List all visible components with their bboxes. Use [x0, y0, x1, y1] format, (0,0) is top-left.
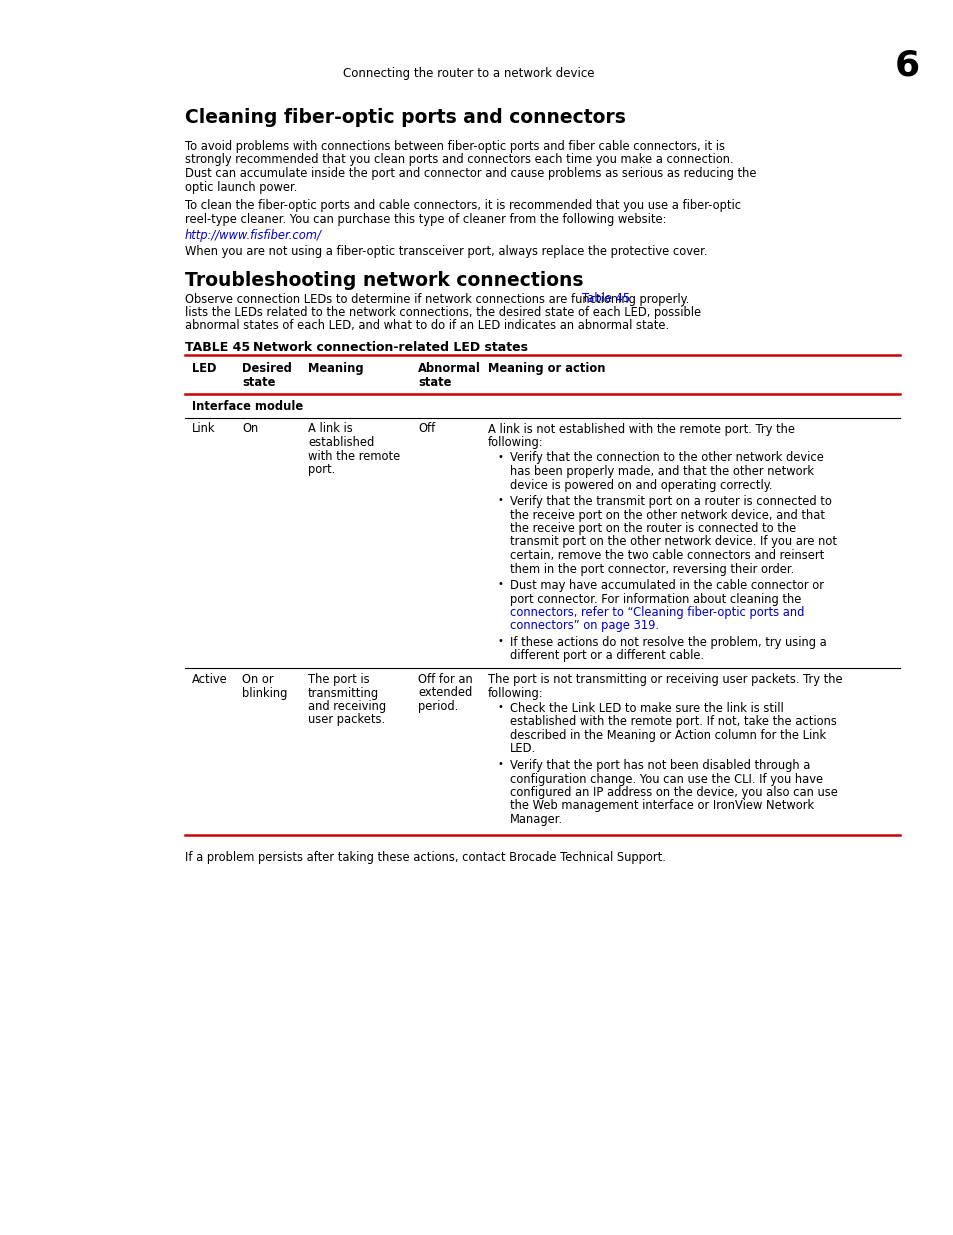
Text: connectors” on page 319.: connectors” on page 319. — [510, 620, 659, 632]
Text: period.: period. — [417, 700, 457, 713]
Text: •: • — [497, 636, 503, 646]
Text: lists the LEDs related to the network connections, the desired state of each LED: lists the LEDs related to the network co… — [185, 306, 700, 319]
Text: Interface module: Interface module — [192, 400, 303, 412]
Text: device is powered on and operating correctly.: device is powered on and operating corre… — [510, 478, 772, 492]
Text: On or: On or — [242, 673, 274, 685]
Text: Manager.: Manager. — [510, 813, 562, 826]
Text: Off for an: Off for an — [417, 673, 473, 685]
Text: If a problem persists after taking these actions, contact Brocade Technical Supp: If a problem persists after taking these… — [185, 851, 665, 863]
Text: optic launch power.: optic launch power. — [185, 180, 297, 194]
Text: Verify that the port has not been disabled through a: Verify that the port has not been disabl… — [510, 760, 809, 772]
Text: Connecting the router to a network device: Connecting the router to a network devic… — [343, 67, 595, 80]
Text: established: established — [308, 436, 374, 450]
Text: Dust may have accumulated in the cable connector or: Dust may have accumulated in the cable c… — [510, 579, 823, 592]
Text: different port or a different cable.: different port or a different cable. — [510, 650, 703, 662]
Text: following:: following: — [488, 436, 543, 450]
Text: Check the Link LED to make sure the link is still: Check the Link LED to make sure the link… — [510, 701, 783, 715]
Text: established with the remote port. If not, take the actions: established with the remote port. If not… — [510, 715, 836, 729]
Text: port.: port. — [308, 463, 335, 475]
Text: Troubleshooting network connections: Troubleshooting network connections — [185, 270, 583, 290]
Text: TABLE 45: TABLE 45 — [185, 341, 250, 354]
Text: them in the port connector, reversing their order.: them in the port connector, reversing th… — [510, 562, 794, 576]
Text: •: • — [497, 452, 503, 462]
Text: the receive port on the router is connected to the: the receive port on the router is connec… — [510, 522, 796, 535]
Text: The port is not transmitting or receiving user packets. Try the: The port is not transmitting or receivin… — [488, 673, 841, 685]
Text: •: • — [497, 495, 503, 505]
Text: described in the Meaning or Action column for the Link: described in the Meaning or Action colum… — [510, 729, 825, 742]
Text: strongly recommended that you clean ports and connectors each time you make a co: strongly recommended that you clean port… — [185, 153, 733, 167]
Text: Verify that the transmit port on a router is connected to: Verify that the transmit port on a route… — [510, 495, 831, 508]
Text: •: • — [497, 760, 503, 769]
Text: and receiving: and receiving — [308, 700, 386, 713]
Text: Dust can accumulate inside the port and connector and cause problems as serious : Dust can accumulate inside the port and … — [185, 167, 756, 180]
Text: Cleaning fiber-optic ports and connectors: Cleaning fiber-optic ports and connector… — [185, 107, 625, 127]
Text: following:: following: — [488, 687, 543, 699]
Text: •: • — [497, 579, 503, 589]
Text: user packets.: user packets. — [308, 714, 385, 726]
Text: configuration change. You can use the CLI. If you have: configuration change. You can use the CL… — [510, 773, 822, 785]
Text: the Web management interface or IronView Network: the Web management interface or IronView… — [510, 799, 813, 813]
Text: LED: LED — [192, 362, 216, 375]
Text: Verify that the connection to the other network device: Verify that the connection to the other … — [510, 452, 823, 464]
Text: with the remote: with the remote — [308, 450, 400, 462]
Text: Meaning: Meaning — [308, 362, 363, 375]
Text: Off: Off — [417, 422, 435, 436]
Text: LED.: LED. — [510, 742, 536, 756]
Text: On: On — [242, 422, 258, 436]
Text: Table 45: Table 45 — [581, 293, 630, 305]
Text: Meaning or action: Meaning or action — [488, 362, 605, 375]
Text: A link is: A link is — [308, 422, 353, 436]
Text: To avoid problems with connections between fiber-optic ports and fiber cable con: To avoid problems with connections betwe… — [185, 140, 724, 153]
Text: When you are not using a fiber-optic transceiver port, always replace the protec: When you are not using a fiber-optic tra… — [185, 246, 707, 258]
Text: transmitting: transmitting — [308, 687, 378, 699]
Text: To clean the fiber-optic ports and cable connectors, it is recommended that you : To clean the fiber-optic ports and cable… — [185, 199, 740, 212]
Text: reel-type cleaner. You can purchase this type of cleaner from the following webs: reel-type cleaner. You can purchase this… — [185, 212, 666, 226]
Text: has been properly made, and that the other network: has been properly made, and that the oth… — [510, 466, 813, 478]
Text: Link: Link — [192, 422, 215, 436]
Text: state: state — [242, 375, 275, 389]
Text: blinking: blinking — [242, 687, 287, 699]
Text: configured an IP address on the device, you also can use: configured an IP address on the device, … — [510, 785, 837, 799]
Text: Desired: Desired — [242, 362, 292, 375]
Text: Active: Active — [192, 673, 228, 685]
Text: transmit port on the other network device. If you are not: transmit port on the other network devic… — [510, 536, 836, 548]
Text: the receive port on the other network device, and that: the receive port on the other network de… — [510, 509, 824, 521]
Text: The port is: The port is — [308, 673, 369, 685]
Text: connectors, refer to “Cleaning fiber-optic ports and: connectors, refer to “Cleaning fiber-opt… — [510, 606, 803, 619]
Text: certain, remove the two cable connectors and reinsert: certain, remove the two cable connectors… — [510, 550, 823, 562]
Text: state: state — [417, 375, 451, 389]
Text: http://www.fisfiber.com/: http://www.fisfiber.com/ — [185, 228, 321, 242]
Text: •: • — [497, 701, 503, 713]
Text: Observe connection LEDs to determine if network connections are functioning prop: Observe connection LEDs to determine if … — [185, 293, 692, 305]
Text: 6: 6 — [894, 48, 919, 82]
Text: extended: extended — [417, 687, 472, 699]
Text: abnormal states of each LED, and what to do if an LED indicates an abnormal stat: abnormal states of each LED, and what to… — [185, 320, 668, 332]
Text: Network connection-related LED states: Network connection-related LED states — [253, 341, 527, 354]
Text: A link is not established with the remote port. Try the: A link is not established with the remot… — [488, 422, 794, 436]
Text: If these actions do not resolve the problem, try using a: If these actions do not resolve the prob… — [510, 636, 826, 650]
Text: port connector. For information about cleaning the: port connector. For information about cl… — [510, 593, 801, 605]
Text: Abnormal: Abnormal — [417, 362, 480, 375]
